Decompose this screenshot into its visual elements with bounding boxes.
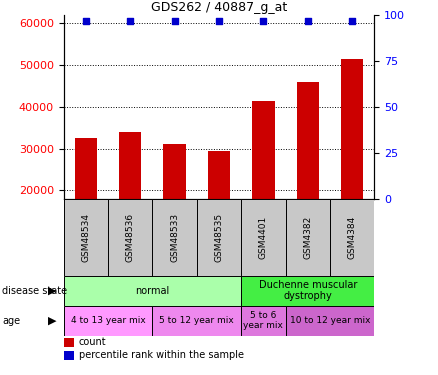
FancyBboxPatch shape [108, 199, 152, 276]
Point [349, 18, 356, 24]
Bar [119, 132, 141, 274]
Point [260, 18, 267, 24]
Bar [297, 82, 319, 274]
Point [215, 18, 223, 24]
Text: GSM48535: GSM48535 [215, 213, 223, 262]
Text: ▶: ▶ [49, 316, 57, 326]
Text: disease state: disease state [2, 286, 67, 296]
Text: GSM48533: GSM48533 [170, 213, 179, 262]
Text: GSM48536: GSM48536 [126, 213, 134, 262]
Text: count: count [79, 337, 106, 347]
Title: GDS262 / 40887_g_at: GDS262 / 40887_g_at [151, 1, 287, 14]
FancyBboxPatch shape [152, 306, 241, 336]
Text: normal: normal [135, 286, 170, 296]
Text: GSM4382: GSM4382 [304, 216, 312, 259]
Text: GSM4401: GSM4401 [259, 216, 268, 259]
Text: Duchenne muscular
dystrophy: Duchenne muscular dystrophy [259, 280, 357, 302]
Text: GSM4384: GSM4384 [348, 216, 357, 259]
FancyBboxPatch shape [241, 306, 286, 336]
FancyBboxPatch shape [241, 199, 286, 276]
Point [304, 18, 311, 24]
FancyBboxPatch shape [64, 306, 152, 336]
FancyBboxPatch shape [64, 199, 108, 276]
Text: ▶: ▶ [49, 286, 57, 296]
Bar [341, 59, 364, 274]
Point [171, 18, 178, 24]
FancyBboxPatch shape [152, 199, 197, 276]
Bar [208, 151, 230, 274]
FancyBboxPatch shape [64, 276, 241, 306]
FancyBboxPatch shape [286, 306, 374, 336]
Bar [252, 100, 275, 274]
Point [127, 18, 134, 24]
Bar [163, 144, 186, 274]
Text: 4 to 13 year mix: 4 to 13 year mix [71, 316, 145, 325]
Text: 5 to 12 year mix: 5 to 12 year mix [159, 316, 234, 325]
Text: GSM48534: GSM48534 [81, 213, 90, 262]
Bar [74, 138, 97, 274]
FancyBboxPatch shape [197, 199, 241, 276]
FancyBboxPatch shape [330, 199, 374, 276]
FancyBboxPatch shape [241, 276, 374, 306]
Point [82, 18, 89, 24]
Text: percentile rank within the sample: percentile rank within the sample [79, 350, 244, 360]
FancyBboxPatch shape [286, 199, 330, 276]
Text: 10 to 12 year mix: 10 to 12 year mix [290, 316, 370, 325]
Text: 5 to 6
year mix: 5 to 6 year mix [244, 311, 283, 330]
Text: age: age [2, 316, 20, 326]
